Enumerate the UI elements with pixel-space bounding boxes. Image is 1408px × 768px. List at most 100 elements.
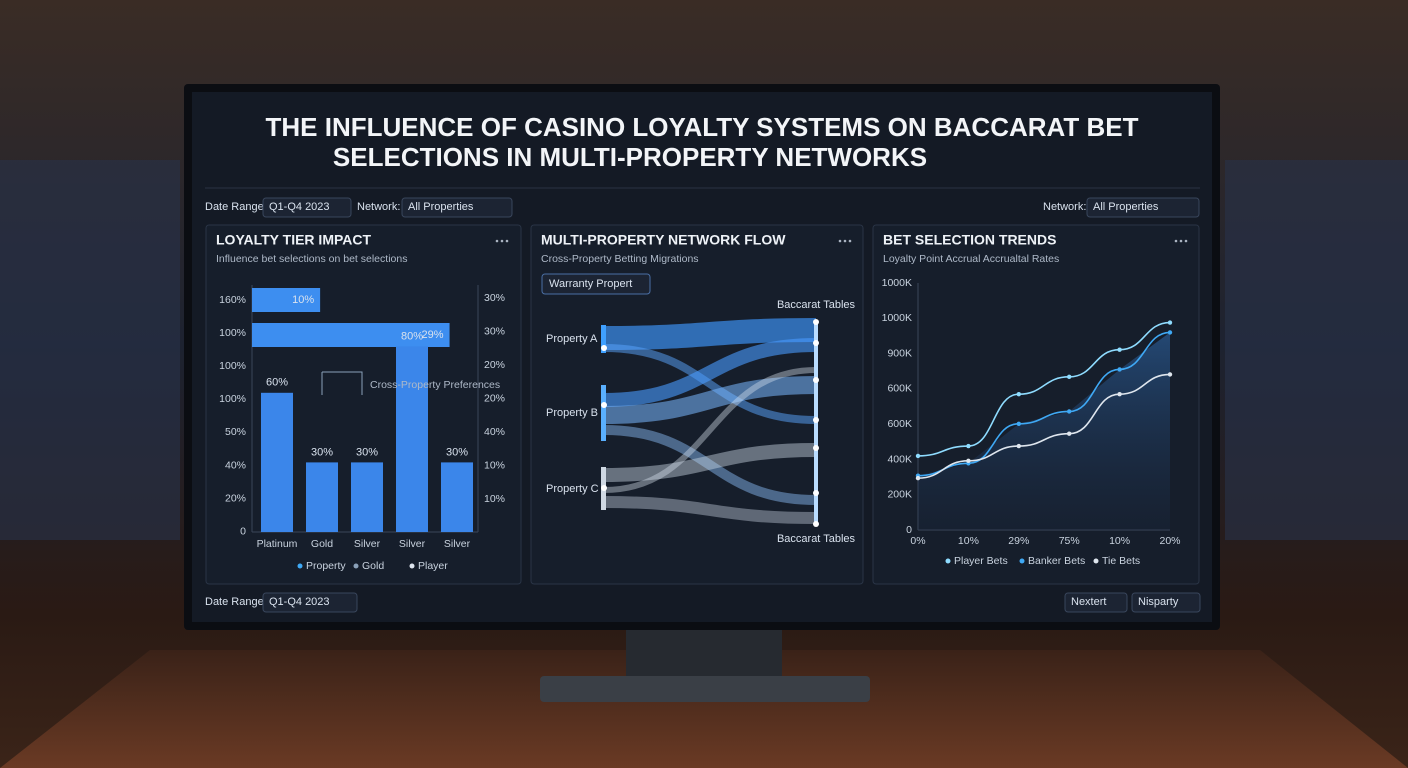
dropdown[interactable] [541,273,651,295]
legend-label: Gold [362,560,384,572]
point [1117,347,1122,352]
bar-label: 80% [401,330,423,342]
legend-label: Tie Bets [1102,555,1140,567]
hbar-label: 10% [292,294,314,306]
legend-dot [297,563,303,569]
filter-label: Network: [357,201,400,213]
point [1016,443,1021,449]
point [915,475,921,481]
area [918,332,1170,530]
button-label: Nextert [1071,596,1106,608]
y-axis-label: 20% [225,492,246,504]
x-tick-label: Platinum [257,538,298,550]
bar [261,392,293,532]
y-axis-label: 400K [887,453,912,465]
annotation: Cross-Property Preferences [370,379,500,391]
point [1067,409,1072,414]
x-tick-label: Silver [399,538,426,550]
window-left [0,160,180,540]
target-label: Baccarat Tables [777,533,856,545]
bar-label: 60% [266,377,288,389]
menu-icon[interactable] [495,239,509,243]
y-axis-label: 40% [225,459,246,471]
panel-title: BET SELECTION TRENDS [883,232,1056,248]
button[interactable] [1131,592,1201,613]
flows [603,318,817,524]
bar [351,462,383,532]
window-right [1225,160,1408,540]
y-axis-label: 100% [219,393,246,405]
x-tick-label: 75% [1059,535,1080,547]
menu-icon[interactable] [838,239,852,243]
target-label: Baccarat Tables [777,299,856,311]
bar [441,462,473,532]
y-axis-label: 50% [225,426,246,438]
annotation-line [321,371,363,395]
dropdown[interactable] [262,197,352,218]
x-tick-label: 0% [910,535,925,547]
title-line: SELECTIONS IN MULTI-PROPERTY NETWORKS [333,142,927,172]
legend-dot [353,563,359,569]
point [1067,374,1072,380]
panel-subtitle: Loyalty Point Accrual Accrualtal Rates [883,253,1059,265]
node-dots [601,319,819,527]
y-axis-label: 0 [240,525,246,537]
legend-label: Banker Bets [1028,555,1085,567]
point [1016,421,1021,426]
y-axis-label: 160% [219,294,246,306]
dropdown-value: Q1-Q4 2023 [269,201,330,213]
dropdown-value: All Properties [408,201,474,213]
x-tick-label: 10% [958,535,979,547]
bar-label: 30% [356,446,378,458]
point [1016,391,1021,397]
y-axis-label: 600K [887,418,912,430]
legend-dot [1093,558,1099,564]
y2-axis-label: 20% [484,392,505,404]
button[interactable] [1064,592,1128,613]
source-label: Property B [546,407,598,419]
x-tick-label: Gold [311,538,333,550]
y2-axis-label: 10% [484,493,505,505]
y-axis-label: 1000K [882,277,912,289]
bar-label: 30% [446,446,468,458]
y-axis-label: 100% [219,327,246,339]
point [1117,367,1122,372]
panel-title: MULTI-PROPERTY NETWORK FLOW [541,232,786,248]
dropdown[interactable] [401,197,513,218]
filter-label: Network: [1043,201,1086,213]
node [601,385,606,441]
legend-label: Property [306,560,346,572]
hbar [252,323,450,347]
point [1167,320,1173,325]
x-tick-label: Silver [444,538,471,550]
title-line: THE INFLUENCE OF CASINO LOYALTY SYSTEMS … [266,112,1139,142]
x-tick-label: 20% [1159,535,1180,547]
y-axis-label: 900K [887,347,912,359]
x-tick-label: Silver [354,538,381,550]
x-tick-label: 10% [1109,535,1130,547]
dropdown-value: Q1-Q4 2023 [269,596,330,608]
node [601,325,606,353]
button-label: Nisparty [1138,596,1179,608]
hbar-label: 29% [422,329,444,341]
legend-dot [1019,558,1025,564]
legend-dot [945,558,951,564]
y2-axis-label: 40% [484,426,505,438]
dropdown-value: Warranty Propert [549,278,632,290]
legend-dot [409,563,415,569]
dropdown[interactable] [1086,197,1200,218]
y-axis-label: 600K [887,383,912,395]
point [966,458,971,464]
panel-title: LOYALTY TIER IMPACT [216,232,371,248]
point [1117,391,1122,397]
y2-axis-label: 20% [484,359,505,371]
source-label: Property C [546,483,599,495]
dropdown[interactable] [262,592,358,613]
stand [626,628,782,678]
y-axis-label: 200K [887,489,912,501]
filter-label: Date Range: [205,596,267,608]
point [1167,330,1173,335]
menu-icon[interactable] [1174,239,1188,243]
y2-axis-label: 10% [484,459,505,471]
